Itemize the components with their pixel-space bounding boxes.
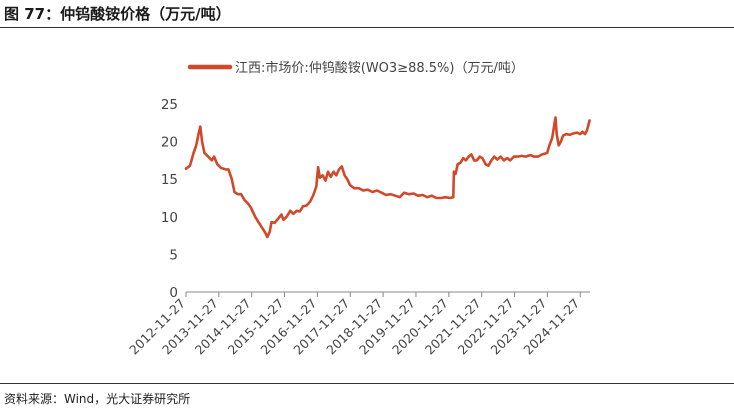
- y-tick-label: 15: [161, 172, 178, 188]
- y-tick-label: 0: [169, 285, 178, 301]
- price-line-chart: 05101520252012-11-272013-11-272014-11-27…: [126, 60, 591, 357]
- legend-label: 江西:市场价:仲钨酸铵(WO3≥88.5%)（万元/吨）: [235, 60, 524, 76]
- source-note: 资料来源：Wind，光大证券研究所: [4, 392, 191, 406]
- y-tick-label: 5: [169, 247, 178, 263]
- top-rule: [0, 27, 734, 28]
- bottom-rule: [0, 383, 734, 384]
- y-tick-label: 20: [161, 135, 178, 151]
- figure-title: 图 77：仲钨酸铵价格（万元/吨）: [4, 5, 231, 23]
- y-tick-label: 25: [161, 97, 178, 113]
- y-tick-label: 10: [161, 210, 178, 226]
- series-line: [184, 116, 591, 239]
